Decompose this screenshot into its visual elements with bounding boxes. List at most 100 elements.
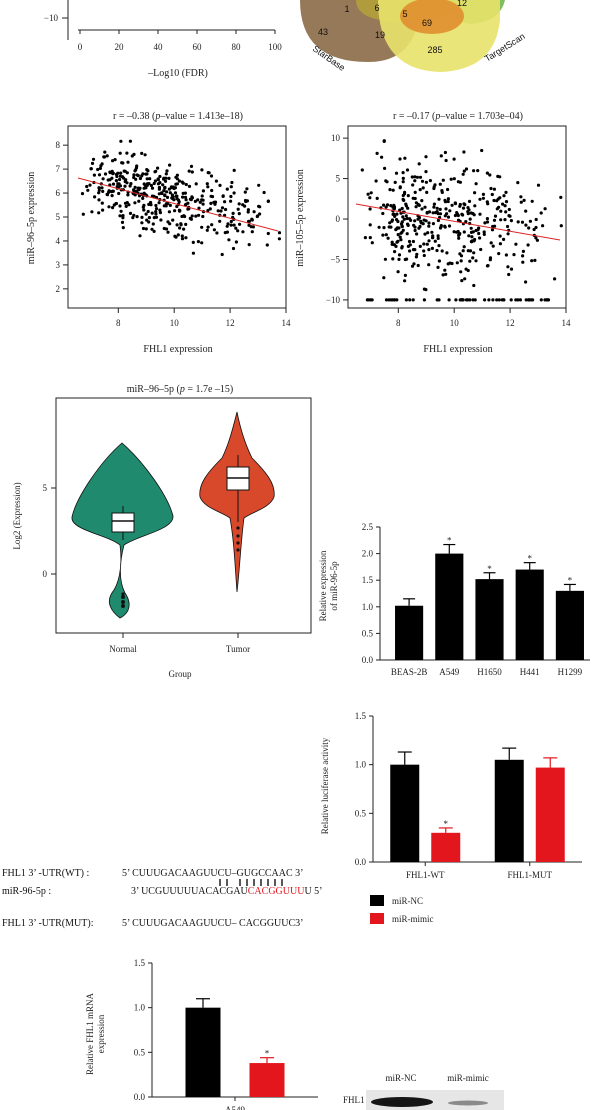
scatter2-point (439, 154, 443, 158)
violin-group-label: Tumor (226, 644, 250, 654)
scatter2-point (521, 254, 525, 258)
violin-x-label: Group (169, 669, 192, 679)
scatter2-point (524, 209, 528, 213)
scatter2-point (462, 230, 466, 234)
scatter2-point (506, 232, 510, 236)
scatter2-point (444, 158, 448, 163)
scatter2-point (413, 225, 417, 229)
scatter1-point (171, 218, 175, 222)
scatter1-point (200, 168, 204, 172)
scatter1-point (135, 215, 139, 219)
scatter2-point (474, 259, 478, 263)
scatter1-panel: r = –0.38 (p–value = 1.413e–18) 2 3 4 5 6 7 8 … (26, 111, 291, 355)
scatter2-point (384, 298, 389, 302)
scatter2-point (410, 175, 414, 179)
scatter2-point (411, 298, 415, 302)
scatter1-point (130, 154, 134, 158)
scatter1-point (164, 227, 169, 231)
violin-panel: miR–96–5p (p = 1.7e –15) 0 5 (12, 384, 312, 679)
scatter1-point (246, 210, 250, 214)
scatter1-point (191, 251, 195, 255)
scatter1-point (119, 209, 123, 213)
scatter2-point (425, 211, 429, 215)
scatter2-point (427, 263, 431, 267)
western-lane-label: miR-NC (385, 1073, 416, 1083)
scatter1-point (129, 182, 133, 186)
scatter1-point (134, 177, 138, 181)
scatter2-point (418, 188, 422, 192)
scatter2-point (495, 207, 499, 211)
scatter1-point (107, 205, 111, 209)
scatter1-point (146, 169, 150, 173)
scatter2-point (398, 208, 402, 212)
scatter2-point (415, 175, 419, 179)
scatter1-point (85, 184, 89, 189)
scatter2-point (461, 249, 465, 253)
scatter1-point (277, 237, 281, 241)
scatter2-point (463, 277, 467, 281)
legend-swatch-mir-mimic (370, 913, 384, 924)
scatter2-point (457, 233, 461, 237)
scatter2-point (459, 254, 464, 258)
scatter1-point (189, 164, 194, 168)
scatter1-point (216, 209, 220, 213)
scatter2-point (437, 244, 441, 248)
scatter1-point (241, 230, 245, 234)
scatter1-point (89, 167, 93, 171)
scatter1-point (182, 227, 186, 231)
scatter2-point (400, 206, 404, 211)
scatter2-point (460, 279, 464, 283)
scatter1-point (212, 228, 216, 232)
scatter1-point (243, 190, 247, 194)
scatter1-point (150, 211, 154, 215)
cellline-y-label: of miR-96-5p (329, 561, 339, 611)
scatter2-point (502, 194, 506, 198)
scatter1-point (119, 171, 123, 175)
scatter2-point (395, 298, 399, 302)
scatter1-frame (67, 125, 287, 309)
scatter1-point (252, 210, 256, 214)
scatter1-point (153, 170, 157, 174)
luciferase-significance: * (444, 819, 449, 829)
scatter1-point (234, 240, 238, 244)
scatter1-title: r = –0.38 (p–value = 1.413e–18) (113, 111, 243, 122)
scatter1-point (102, 155, 106, 159)
scatter2-point (406, 244, 410, 248)
scatter1-points (80, 139, 282, 257)
scatter1-x-label: FHL1 expression (143, 344, 212, 355)
scatter2-point (375, 196, 379, 200)
scatter1-point (197, 213, 201, 217)
scatter2-point (559, 195, 563, 199)
scatter1-point (205, 182, 209, 186)
scatter1-point (223, 231, 227, 235)
scatter1-point (157, 201, 161, 205)
scatter2-point (436, 212, 440, 216)
scatter2-point (441, 178, 445, 182)
scatter1-point (151, 222, 155, 226)
scatter1-point (124, 178, 128, 182)
scatter2-point (444, 207, 448, 211)
scatter1-point (205, 228, 209, 232)
scatter1-point (119, 139, 123, 143)
scatter2-point (441, 273, 445, 277)
scatter1-point (218, 219, 222, 223)
scatter2-point (385, 180, 389, 184)
scatter1-point (220, 206, 225, 210)
scatter2-point (400, 245, 404, 249)
scatter2-point (396, 239, 400, 243)
scatter1-point (210, 188, 214, 193)
scatter1-point (149, 200, 153, 205)
scatter2-point (435, 206, 439, 210)
scatter-y-tick: 10 (331, 133, 341, 143)
scatter-y-tick: 0 (336, 214, 341, 224)
scatter2-point (392, 205, 397, 209)
scatter2-point (427, 248, 431, 252)
mrna-y-tick: 0.0 (134, 1092, 146, 1102)
scatter2-point (394, 171, 399, 175)
scatter2-point (467, 208, 471, 212)
cellline-category-label: H1650 (477, 667, 502, 677)
scatter1-point (230, 180, 234, 185)
scatter1-point (172, 186, 176, 191)
scatter-x-tick: 10 (450, 318, 460, 328)
sequence-panel: FHL1 3’ -UTR(WT) : 5’ CUUUGACAAGUUCU–GUG… (2, 868, 323, 929)
